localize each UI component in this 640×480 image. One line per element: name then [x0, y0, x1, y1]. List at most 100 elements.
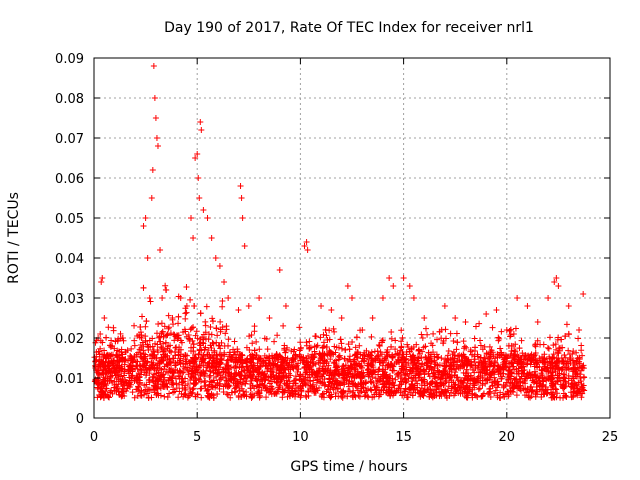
- data-point: [410, 344, 417, 351]
- data-point: [510, 331, 517, 338]
- data-point: [538, 391, 545, 398]
- data-point: [415, 347, 422, 354]
- data-point: [320, 339, 327, 346]
- data-point: [458, 383, 465, 390]
- data-point: [114, 353, 121, 360]
- data-point: [261, 335, 268, 342]
- data-point: [116, 388, 123, 395]
- data-point: [450, 379, 457, 386]
- data-point: [249, 365, 256, 372]
- data-point: [442, 388, 449, 395]
- data-point: [501, 355, 508, 362]
- data-point: [187, 388, 194, 395]
- data-point: [487, 349, 494, 356]
- data-point: [213, 325, 220, 332]
- data-point: [227, 394, 234, 401]
- data-point: [160, 333, 167, 340]
- y-tick-label: 0: [76, 412, 84, 427]
- x-axis-title: GPS time / hours: [290, 459, 407, 475]
- data-point: [209, 360, 216, 367]
- data-point: [450, 362, 457, 369]
- data-point: [303, 342, 310, 349]
- data-point: [570, 375, 577, 382]
- data-point: [345, 388, 352, 395]
- data-point: [119, 385, 126, 392]
- data-point: [471, 369, 478, 376]
- data-point: [497, 389, 504, 396]
- data-point: [306, 363, 313, 370]
- data-point: [533, 386, 540, 393]
- data-point: [162, 282, 169, 289]
- data-point: [514, 360, 521, 367]
- data-point: [207, 323, 214, 330]
- data-point: [99, 275, 106, 281]
- data-point: [159, 295, 166, 301]
- data-point: [376, 377, 383, 384]
- data-point: [500, 382, 507, 388]
- data-point: [431, 383, 438, 390]
- data-point: [508, 347, 515, 354]
- data-point: [461, 374, 468, 381]
- data-point: [573, 373, 580, 380]
- data-point: [266, 354, 273, 361]
- data-point: [156, 372, 163, 379]
- data-point: [347, 370, 354, 377]
- data-point: [218, 339, 225, 346]
- data-point: [324, 352, 331, 359]
- data-point: [421, 366, 428, 373]
- data-point: [121, 359, 128, 365]
- data-point: [484, 376, 491, 383]
- data-point: [497, 394, 504, 401]
- data-point: [147, 298, 154, 305]
- data-point: [468, 390, 475, 397]
- data-point: [417, 390, 424, 397]
- data-point: [574, 355, 581, 362]
- data-point: [199, 334, 206, 341]
- data-point: [544, 344, 551, 351]
- data-point: [561, 384, 568, 391]
- data-point: [200, 207, 207, 213]
- data-point: [214, 332, 221, 339]
- data-point: [296, 351, 303, 358]
- data-point: [574, 370, 581, 377]
- data-point: [496, 366, 503, 373]
- data-point: [225, 369, 232, 376]
- data-point: [503, 360, 510, 367]
- data-point: [153, 135, 160, 141]
- data-point: [328, 393, 335, 400]
- data-point: [183, 309, 190, 316]
- data-point: [160, 376, 167, 383]
- data-point: [248, 359, 255, 366]
- data-point: [226, 349, 233, 356]
- data-point: [462, 386, 469, 393]
- data-point: [466, 384, 473, 391]
- data-point: [138, 335, 145, 341]
- data-point: [534, 380, 541, 387]
- data-point: [138, 392, 145, 399]
- data-point: [173, 332, 180, 339]
- data-point: [507, 387, 514, 394]
- data-point: [479, 380, 486, 387]
- data-point: [135, 383, 142, 390]
- data-point: [436, 328, 443, 335]
- data-point: [504, 376, 511, 383]
- data-point: [387, 361, 394, 368]
- data-point: [231, 338, 238, 345]
- data-point: [217, 326, 224, 333]
- data-point: [225, 382, 232, 389]
- data-point: [418, 331, 425, 338]
- data-point: [121, 388, 128, 395]
- data-point: [276, 367, 283, 374]
- data-point: [532, 341, 539, 348]
- data-point: [469, 351, 476, 358]
- data-point: [432, 361, 439, 368]
- data-point: [452, 388, 459, 395]
- data-point: [516, 345, 523, 352]
- data-point: [326, 336, 333, 343]
- data-point: [96, 351, 103, 358]
- data-point: [426, 373, 433, 380]
- data-point: [320, 331, 327, 338]
- data-point: [138, 354, 145, 361]
- data-point: [190, 324, 197, 331]
- data-point: [294, 368, 301, 375]
